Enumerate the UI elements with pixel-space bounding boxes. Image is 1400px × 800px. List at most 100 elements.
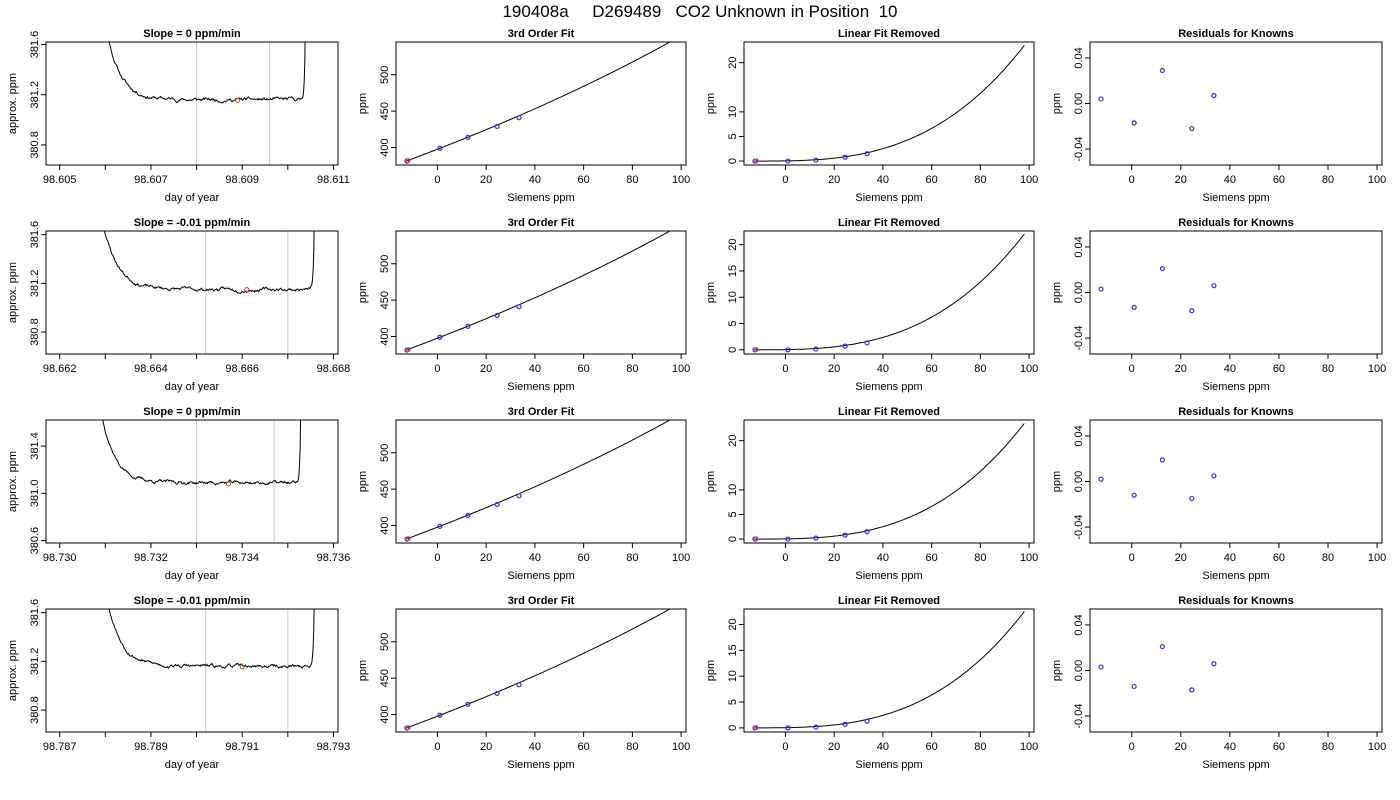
fit-curve: [755, 611, 1025, 729]
y-axis-label: ppm: [357, 660, 369, 681]
sample-marker: [239, 664, 245, 670]
plot-frame: [45, 41, 339, 166]
x-tick-label: 100: [1020, 552, 1038, 564]
y-tick-label: 0.04: [1073, 47, 1085, 68]
known-point: [842, 154, 848, 160]
x-tick-label: 80: [626, 552, 638, 564]
y-axis-label: approx. ppm: [7, 262, 19, 323]
y-axis-label: ppm: [1051, 282, 1063, 303]
known-point: [813, 535, 819, 541]
x-tick-label: 98.666: [225, 363, 259, 375]
known-point: [1098, 96, 1104, 102]
y-tick-label: 380.8: [29, 696, 41, 724]
y-tick-label: 381.2: [29, 270, 41, 298]
y-axis-label: ppm: [357, 93, 369, 114]
sample-point: [405, 158, 411, 164]
x-axis-label: Siemens ppm: [855, 192, 922, 204]
known-point: [864, 718, 870, 724]
concentration-trace: [108, 42, 306, 104]
known-point: [1189, 125, 1195, 132]
x-tick-label: 60: [1273, 552, 1285, 564]
x-tick-label: 80: [626, 741, 638, 753]
panel-2-2: Linear Fit Removed 0 20 40 60 80 100 0 5 10 20 Siem…: [705, 406, 1038, 582]
known-point: [494, 690, 500, 697]
known-point: [494, 501, 500, 508]
panel-1-0: Slope = -0.01 ppm/min 98.662 98.664 98.666 9…: [7, 217, 350, 393]
known-point: [516, 493, 522, 499]
x-tick-label: 100: [1368, 552, 1386, 564]
concentration-trace: [102, 420, 302, 486]
x-tick-label: 20: [480, 741, 492, 753]
panel-title: Residuals for Knowns: [1178, 28, 1294, 40]
x-tick-label: 60: [926, 363, 938, 375]
x-tick-label: 100: [1368, 363, 1386, 375]
x-tick-label: 20: [480, 174, 492, 186]
fit-curve: [406, 42, 671, 162]
known-point: [813, 157, 819, 163]
y-tick-label: 0: [727, 725, 739, 731]
known-point: [1131, 492, 1137, 498]
known-point: [494, 312, 500, 319]
panel-0-3: Residuals for Knowns 0 20 40 60 80 100 -0.04 0.0…: [1051, 28, 1386, 204]
y-axis-label: approx. ppm: [7, 73, 19, 134]
x-tick-label: 60: [926, 552, 938, 564]
plot-frame: [1089, 608, 1383, 733]
y-tick-label: 10: [727, 670, 739, 682]
x-axis-label: Siemens ppm: [1202, 570, 1269, 582]
panel-0-0: Slope = 0 ppm/min 98.605 98.607 98.609 98.61…: [7, 28, 350, 204]
x-tick-label: 0: [782, 363, 788, 375]
sample-marker: [235, 97, 241, 103]
y-axis-label: ppm: [1051, 660, 1063, 681]
known-point: [1098, 286, 1104, 292]
panel-3-1: 3rd Order Fit 0 20 40 60 80 100 400 450 500 Siemen…: [357, 595, 690, 771]
plot-frame: [395, 419, 687, 544]
panel-title: Linear Fit Removed: [838, 28, 940, 40]
x-tick-label: 40: [1224, 741, 1236, 753]
x-tick-label: 80: [974, 741, 986, 753]
x-tick-label: 98.662: [43, 363, 77, 375]
x-tick-label: 80: [974, 363, 986, 375]
sample-point: [753, 347, 759, 353]
y-tick-label: 5: [727, 699, 739, 705]
y-axis-label: ppm: [357, 471, 369, 492]
panel-title: Slope = -0.01 ppm/min: [134, 217, 251, 229]
y-tick-label: 15: [727, 644, 739, 656]
panel-1-2: Linear Fit Removed 0 20 40 60 80 100 0 5 10 15 20 Si…: [705, 217, 1038, 393]
page-title: 190408a D269489 CO2 Unknown in Position …: [502, 2, 898, 21]
x-tick-label: 0: [782, 741, 788, 753]
fit-curve: [755, 423, 1025, 540]
plot-frame: [45, 608, 339, 733]
y-tick-label: -0.04: [1073, 326, 1085, 351]
y-tick-label: 0.00: [1073, 471, 1085, 492]
known-point: [465, 134, 471, 140]
known-point: [842, 532, 848, 538]
y-tick-label: 0.00: [1073, 93, 1085, 114]
known-point: [516, 115, 522, 121]
x-tick-label: 98.734: [225, 552, 259, 564]
known-point: [785, 158, 791, 164]
known-point: [1131, 683, 1137, 690]
x-axis-label: Siemens ppm: [1202, 759, 1269, 771]
y-tick-label: 380.8: [29, 131, 41, 159]
x-tick-label: 40: [529, 741, 541, 753]
known-point: [437, 712, 443, 718]
x-tick-label: 20: [828, 363, 840, 375]
x-tick-label: 40: [1224, 552, 1236, 564]
x-tick-label: 40: [877, 363, 889, 375]
plot-frame: [45, 230, 339, 355]
y-tick-label: 450: [379, 291, 391, 309]
x-tick-label: 98.664: [134, 363, 168, 375]
x-tick-label: 100: [672, 174, 690, 186]
panel-title: Slope = -0.01 ppm/min: [134, 595, 251, 607]
known-point: [465, 512, 471, 518]
y-tick-label: 400: [379, 327, 391, 345]
known-point: [842, 721, 848, 727]
plot-frame: [743, 608, 1035, 733]
x-axis-label: day of year: [165, 381, 220, 393]
x-axis-label: Siemens ppm: [855, 570, 922, 582]
y-tick-label: -0.04: [1073, 137, 1085, 162]
x-axis-label: day of year: [165, 570, 220, 582]
x-axis-label: Siemens ppm: [507, 192, 574, 204]
y-tick-label: 0: [727, 347, 739, 353]
sample-point: [753, 725, 759, 731]
